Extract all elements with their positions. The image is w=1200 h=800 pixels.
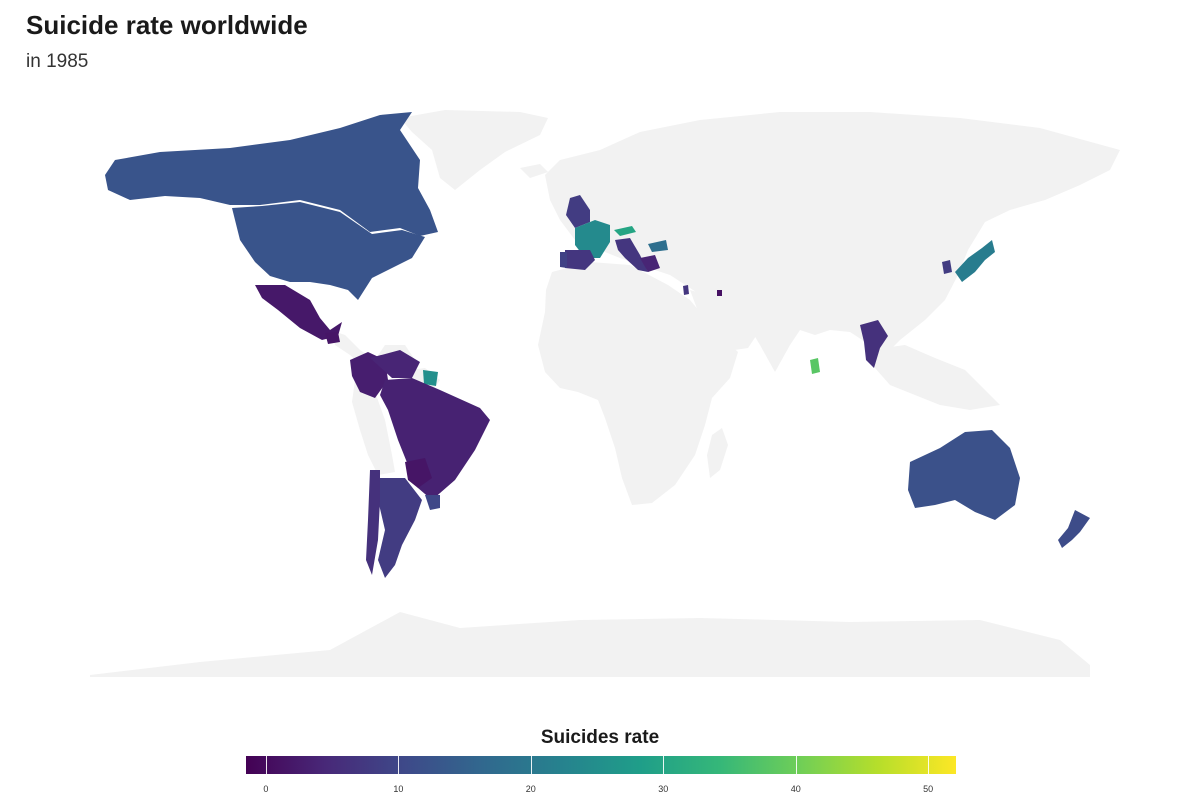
country-israel: [683, 285, 689, 295]
country-venezuela: [370, 350, 420, 378]
country-united-kingdom: [566, 195, 590, 228]
country-france: [575, 220, 610, 258]
land-madagascar: [707, 428, 728, 478]
country-uruguay: [425, 495, 440, 510]
country-spain: [565, 250, 595, 270]
legend-tick-label: 20: [525, 784, 536, 794]
legend-tick-label: 0: [263, 784, 269, 794]
land-greenland: [400, 110, 548, 190]
legend-tick-label: 10: [393, 784, 404, 794]
land-seasia: [870, 345, 1000, 410]
legend-tick-label: 50: [923, 784, 934, 794]
country-austria: [614, 226, 636, 236]
land-eurasia: [545, 112, 1120, 372]
legend-title: Suicides rate: [540, 727, 660, 748]
country-thailand: [860, 320, 888, 368]
country-canada: [105, 112, 438, 236]
country-sri-lanka: [810, 358, 820, 374]
legend-tick-mark: [265, 756, 267, 774]
country-south-korea: [942, 260, 952, 274]
country-brazil: [380, 378, 490, 500]
country-australia: [908, 430, 1020, 520]
land-antarctica: [90, 612, 1090, 677]
land-sweden: [595, 170, 640, 218]
country-guatemala: [325, 332, 340, 344]
land-southam_grey: [352, 380, 395, 475]
legend-tick-mark: [795, 756, 797, 774]
chart-title: Suicide rate worldwide: [26, 10, 308, 40]
land-africa: [538, 262, 738, 505]
legend-tick-label: 40: [790, 784, 801, 794]
legend-tick-mark: [530, 756, 532, 774]
chart-subtitle: in 1985: [26, 51, 89, 72]
country-new-zealand: [1058, 510, 1090, 548]
country-kuwait: [717, 290, 722, 296]
legend-tick-mark: [663, 756, 665, 774]
country-mexico: [255, 285, 342, 340]
country-argentina: [378, 478, 422, 578]
country-paraguay: [405, 458, 432, 488]
legend-colorbar: [246, 756, 956, 774]
country-italy: [615, 238, 648, 272]
country-portugal: [560, 252, 567, 268]
land-iceland: [520, 164, 548, 178]
legend-tick-mark: [398, 756, 400, 774]
country-suriname: [423, 370, 438, 386]
country-bulgaria: [648, 240, 668, 252]
legend-tick-mark: [928, 756, 930, 774]
legend-tick-label: 30: [658, 784, 669, 794]
country-chile: [366, 470, 380, 575]
country-greece: [640, 255, 660, 272]
land-arabia: [690, 290, 760, 352]
country-japan: [955, 240, 995, 282]
country-united-states: [232, 202, 425, 300]
